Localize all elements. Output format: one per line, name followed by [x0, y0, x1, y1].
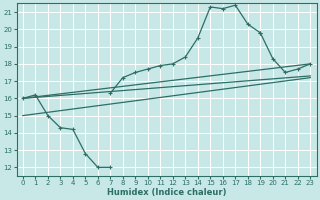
X-axis label: Humidex (Indice chaleur): Humidex (Indice chaleur) — [107, 188, 226, 197]
